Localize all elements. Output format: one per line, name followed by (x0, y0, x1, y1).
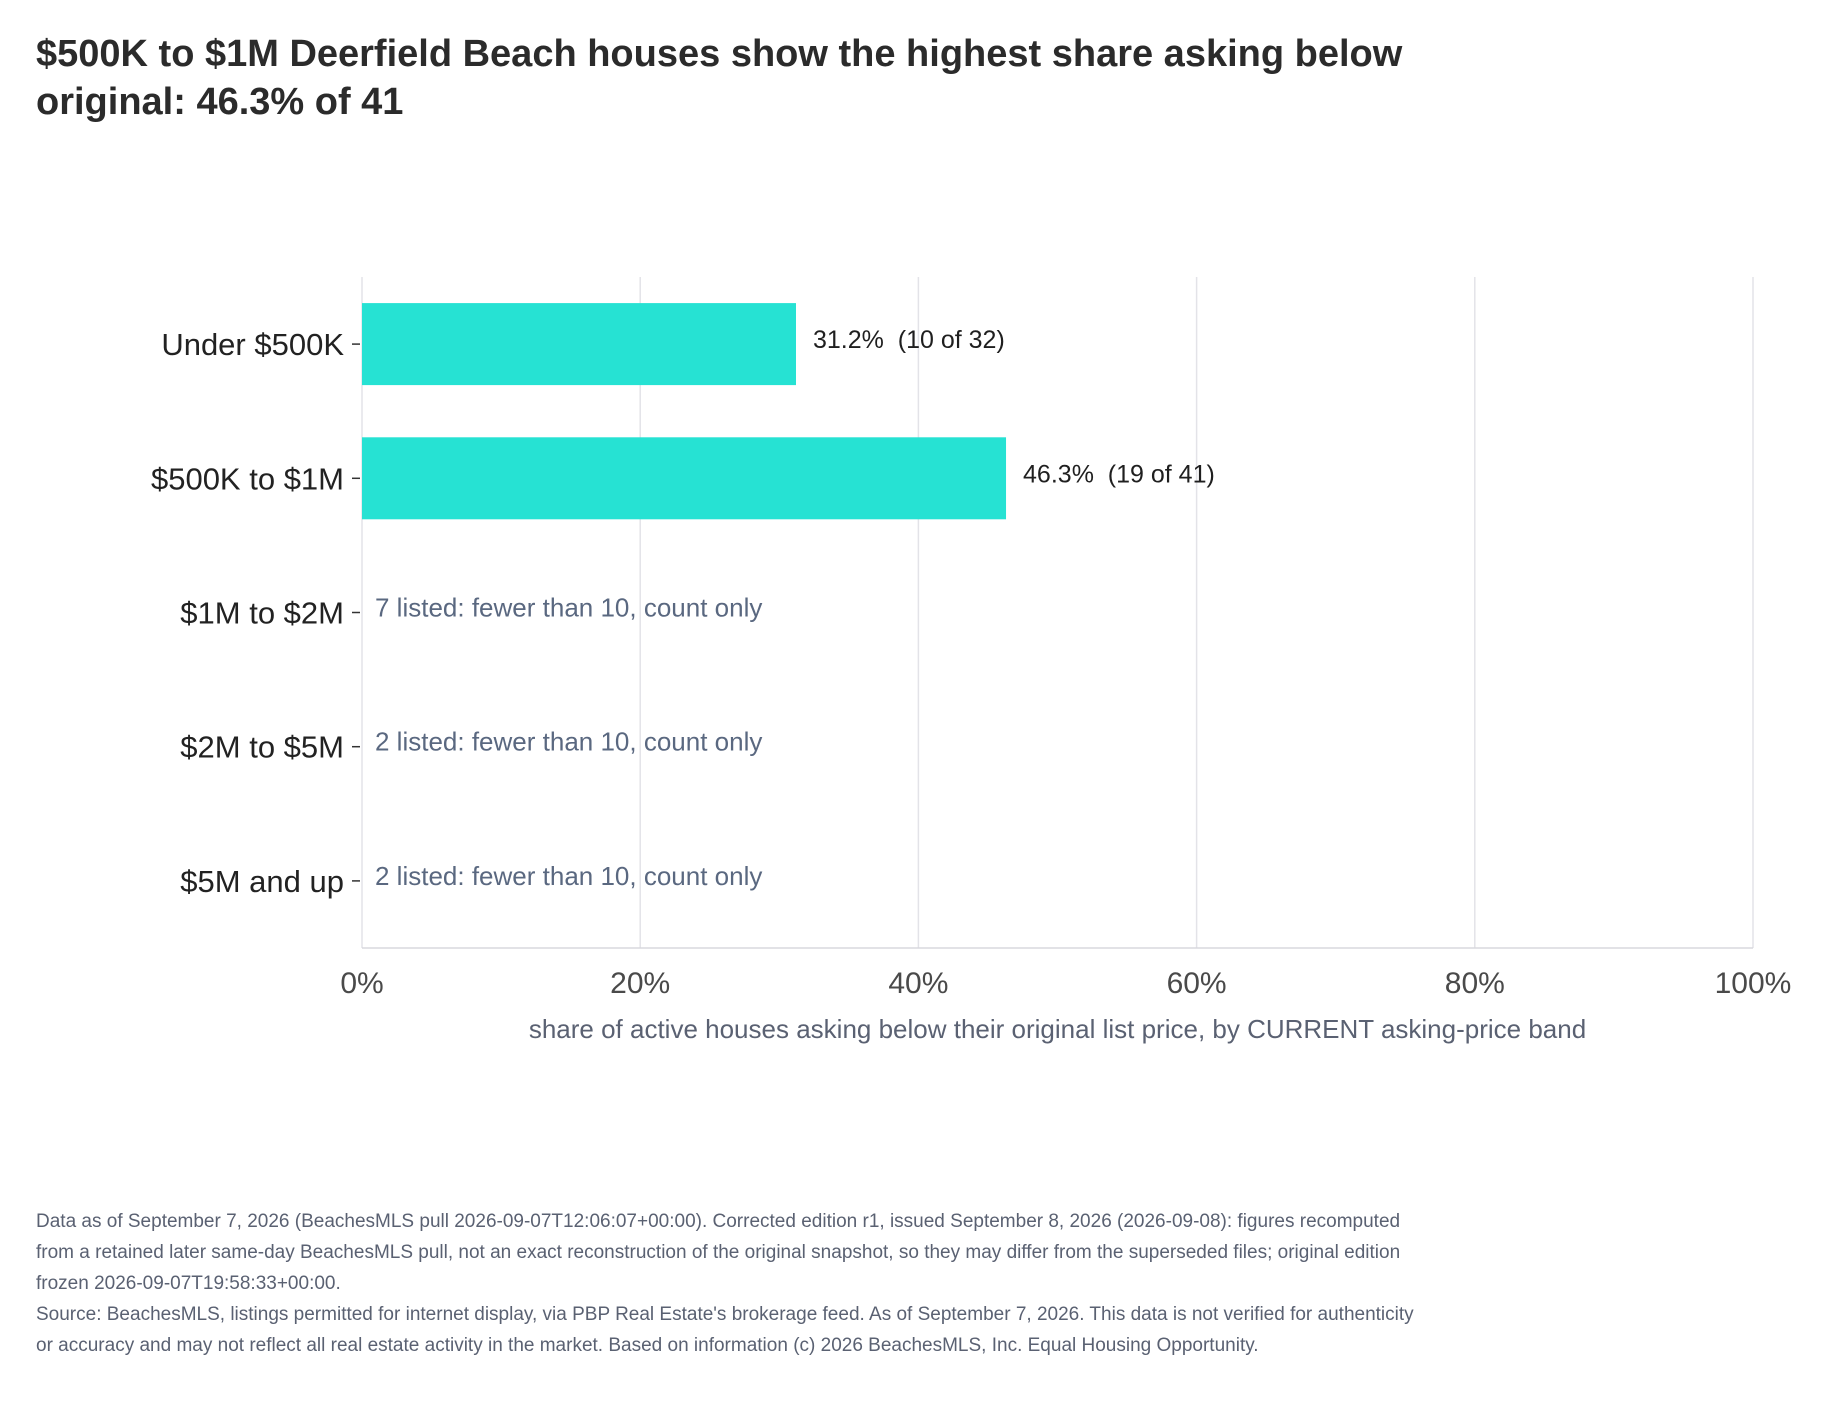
bars (362, 303, 1007, 520)
y-tick-label: Under $500K (161, 327, 344, 362)
axes: 0% 20% 40% 60% 80% 100% share of active houses… (151, 327, 1791, 1044)
bar-chart: 31.2% (10 of 32) 46.3% (19 of 41) 7 listed… (151, 277, 1791, 1044)
x-tick-label: 80% (1445, 967, 1505, 1000)
x-tick-label: 60% (1167, 967, 1227, 1000)
bar-labels: 31.2% (10 of 32) 46.3% (19 of 41) 7 listed… (375, 326, 1215, 891)
data-label: 31.2% (10 of 32) (813, 326, 1005, 354)
x-tick-label: 40% (888, 967, 948, 1000)
y-tick-label: $500K to $1M (151, 461, 344, 496)
data-edition-note: Data as of September 7, 2026 (BeachesMLS… (36, 1211, 1401, 1294)
x-tick-label: 20% (610, 967, 670, 1000)
footnotes: Data as of September 7, 2026 (BeachesMLS… (36, 1206, 1426, 1361)
chart-title: $500K to $1M Deerfield Beach houses show… (36, 33, 1403, 123)
x-tick-label: 100% (1715, 967, 1792, 1000)
x-tick-label: 0% (340, 967, 383, 1000)
gridlines (361, 277, 1754, 948)
data-label: 46.3% (19 of 41) (1023, 460, 1215, 488)
count-only-label: 7 listed: fewer than 10, count only (375, 593, 762, 623)
y-tick-label: $5M and up (180, 864, 344, 899)
bar (362, 437, 1007, 520)
y-tick-label: $2M to $5M (180, 730, 344, 765)
count-only-label: 2 listed: fewer than 10, count only (375, 727, 762, 757)
y-tick-label: $1M to $2M (180, 596, 344, 631)
count-only-label: 2 listed: fewer than 10, count only (375, 861, 762, 891)
source-note: Source: BeachesMLS, listings permitted f… (36, 1304, 1414, 1356)
x-axis-title: share of active houses asking below thei… (529, 1014, 1586, 1044)
bar (362, 303, 796, 386)
